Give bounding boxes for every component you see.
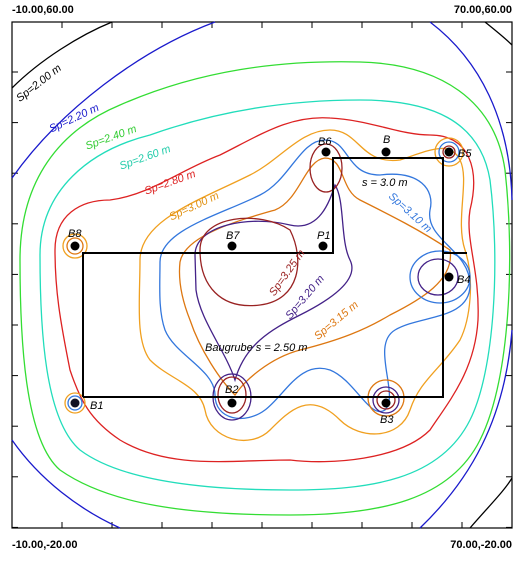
frame <box>11 21 513 529</box>
shape <box>66 237 84 255</box>
shape <box>67 395 83 411</box>
shape <box>70 398 80 408</box>
shape <box>309 143 343 193</box>
shape <box>217 376 247 414</box>
shape <box>372 386 400 414</box>
shape <box>429 21 513 201</box>
well-label: B4 <box>457 274 470 286</box>
annotation: Baugrube s = 2.50 m <box>205 342 307 354</box>
shape <box>19 61 511 516</box>
shape <box>62 233 88 259</box>
shape <box>64 392 86 414</box>
shape <box>417 258 459 296</box>
shape <box>227 241 237 251</box>
corner-label: 70.00,60.00 <box>454 4 512 16</box>
shape <box>39 99 496 491</box>
shape <box>419 329 513 529</box>
shape <box>199 217 299 307</box>
well-label: B3 <box>380 414 394 426</box>
shape <box>434 137 464 167</box>
shape <box>484 21 513 46</box>
shape <box>321 147 331 157</box>
shape <box>11 21 216 179</box>
well-label: B6 <box>318 136 332 148</box>
pit-outline <box>82 157 467 398</box>
shape <box>442 145 456 159</box>
shape <box>444 272 454 282</box>
shape <box>70 241 80 251</box>
shape <box>409 250 471 304</box>
well-label: B2 <box>225 384 238 396</box>
shape <box>376 390 396 410</box>
shape <box>159 139 471 419</box>
well-label: P1 <box>317 230 330 242</box>
annotation: s = 3.0 m <box>362 177 408 189</box>
shape <box>318 241 328 251</box>
shape <box>438 141 460 163</box>
shape <box>381 398 391 408</box>
shape <box>11 439 121 529</box>
contours <box>11 21 513 529</box>
corner-label: -10.00,60.00 <box>12 4 74 16</box>
corner-label: -10.00,-20.00 <box>12 539 77 551</box>
shape <box>54 117 479 463</box>
well-label: B1 <box>90 400 103 412</box>
corner-label: 70.00,-20.00 <box>450 539 512 551</box>
shape <box>227 398 237 408</box>
shape <box>381 147 391 157</box>
well-label: B7 <box>226 230 240 242</box>
well-label: B5 <box>458 148 472 160</box>
shape <box>82 157 444 398</box>
shape <box>469 477 513 529</box>
shape <box>138 129 472 441</box>
well-label: B8 <box>68 228 82 240</box>
shape <box>11 21 113 89</box>
wells <box>70 147 454 408</box>
frame-ticks <box>12 22 512 528</box>
well-label: B <box>383 134 390 146</box>
shape <box>444 147 454 157</box>
